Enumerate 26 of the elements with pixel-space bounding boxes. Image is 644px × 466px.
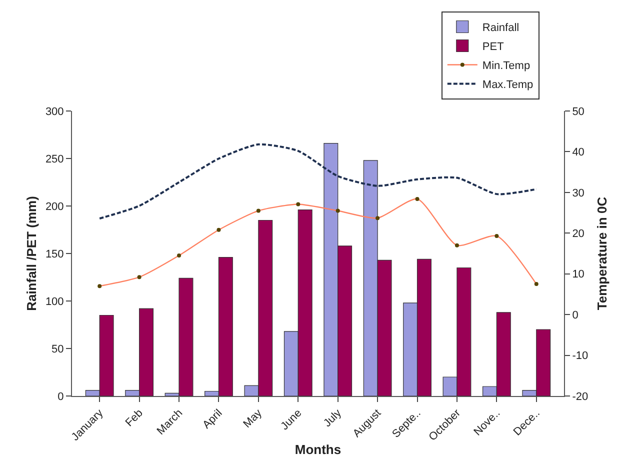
y2-tick-label: 50 <box>572 106 584 118</box>
y-tick-label: 150 <box>45 248 64 260</box>
y-tick-label: 100 <box>45 296 64 308</box>
x-tick-label: May <box>241 406 265 430</box>
y2-tick-label: 20 <box>572 228 584 240</box>
y2-tick-label: 30 <box>572 187 584 200</box>
y-tick-label: 0 <box>58 390 64 403</box>
x-axis-title: Months <box>294 442 342 457</box>
x-tick-label: July <box>322 406 344 430</box>
y2-axis-title: Temperature in 0C <box>594 196 610 310</box>
y2-tick-label: 10 <box>572 268 584 281</box>
y-tick-label: 250 <box>45 153 64 166</box>
y2-tick-label: -20 <box>572 390 588 403</box>
y-axis-title: Rainfall /PET (mm) <box>24 196 39 311</box>
y2-tick-label: 40 <box>572 146 584 159</box>
legend-label: PET <box>482 41 504 54</box>
legend-label: Max.Temp <box>482 79 534 92</box>
line-series <box>98 143 538 220</box>
y-tick-label: 50 <box>52 343 64 356</box>
y-tick-label: 200 <box>45 200 64 213</box>
legend-label: Min.Temp <box>482 60 530 72</box>
legend-label: Rainfall <box>482 22 520 34</box>
x-tick-label: Feb <box>123 407 146 430</box>
y-tick-label: 300 <box>45 106 64 118</box>
y2-tick-label: -10 <box>572 350 588 362</box>
y2-tick-label: 0 <box>572 309 578 322</box>
